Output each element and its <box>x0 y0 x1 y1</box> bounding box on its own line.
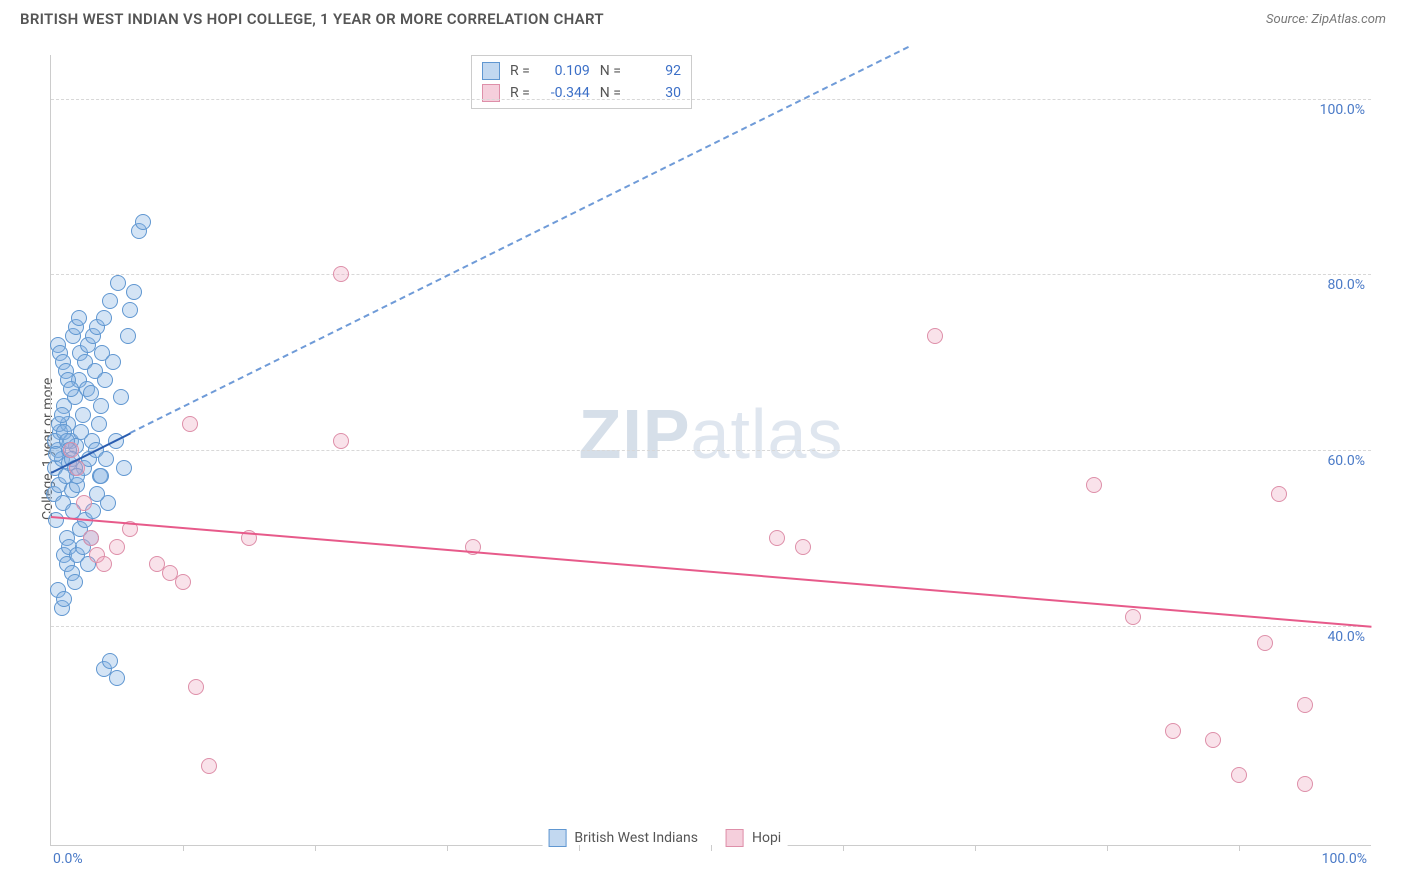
watermark: ZIPatlas <box>579 394 844 474</box>
data-point <box>795 539 811 555</box>
x-tick <box>975 845 976 851</box>
data-point <box>188 679 204 695</box>
data-point <box>105 354 121 370</box>
data-point <box>122 302 138 318</box>
data-point <box>126 284 142 300</box>
x-tick <box>1107 845 1108 851</box>
source-attribution: Source: ZipAtlas.com <box>1266 12 1386 27</box>
data-point <box>135 214 151 230</box>
data-point <box>76 495 92 511</box>
chart-title: BRITISH WEST INDIAN VS HOPI COLLEGE, 1 Y… <box>20 10 604 28</box>
data-point <box>333 433 349 449</box>
data-point <box>333 266 349 282</box>
data-point <box>91 416 107 432</box>
data-point <box>75 407 91 423</box>
gridline <box>51 99 1371 100</box>
data-point <box>54 407 70 423</box>
r-value-a: 0.109 <box>540 60 590 82</box>
data-point <box>97 372 113 388</box>
data-point <box>109 539 125 555</box>
data-point <box>120 328 136 344</box>
trend-line <box>51 516 1371 628</box>
legend-item-b: Hopi <box>726 829 781 847</box>
data-point <box>109 670 125 686</box>
data-point <box>1271 486 1287 502</box>
data-point <box>56 591 72 607</box>
swatch-a-icon <box>482 62 500 80</box>
data-point <box>182 416 198 432</box>
gridline <box>51 274 1371 275</box>
x-tick-label: 100.0% <box>1322 851 1367 867</box>
data-point <box>116 460 132 476</box>
data-point <box>48 512 64 528</box>
n-value-b: 30 <box>631 82 681 104</box>
data-point <box>1125 609 1141 625</box>
x-tick-label: 0.0% <box>53 851 83 867</box>
data-point <box>927 328 943 344</box>
data-point <box>1165 723 1181 739</box>
data-point <box>201 758 217 774</box>
x-tick <box>447 845 448 851</box>
stats-legend-box: R = 0.109 N = 92 R = -0.344 N = 30 <box>471 55 692 109</box>
data-point <box>96 310 112 326</box>
watermark-bold: ZIP <box>579 395 691 473</box>
data-point <box>83 530 99 546</box>
legend-swatch-b-icon <box>726 829 744 847</box>
y-tick-label: 60.0% <box>1327 453 1365 469</box>
y-tick-label: 40.0% <box>1327 629 1365 645</box>
stats-row-a: R = 0.109 N = 92 <box>482 60 681 82</box>
gridline <box>51 450 1371 451</box>
y-tick-label: 80.0% <box>1327 277 1365 293</box>
x-tick <box>1239 845 1240 851</box>
data-point <box>175 574 191 590</box>
data-point <box>1297 697 1313 713</box>
x-tick <box>843 845 844 851</box>
stats-row-b: R = -0.344 N = 30 <box>482 82 681 104</box>
data-point <box>98 451 114 467</box>
data-point <box>96 556 112 572</box>
data-point <box>769 530 785 546</box>
data-point <box>93 398 109 414</box>
x-tick <box>711 845 712 851</box>
data-point <box>63 381 79 397</box>
r-label-a: R = <box>510 60 530 82</box>
data-point <box>93 468 109 484</box>
data-point <box>1231 767 1247 783</box>
data-point <box>1297 776 1313 792</box>
data-point <box>113 389 129 405</box>
legend-label-a: British West Indians <box>574 830 698 846</box>
n-label-a: N = <box>600 60 621 82</box>
data-point <box>102 653 118 669</box>
gridline <box>51 626 1371 627</box>
n-value-a: 92 <box>631 60 681 82</box>
data-point <box>1086 477 1102 493</box>
data-point <box>102 293 118 309</box>
data-point <box>67 574 83 590</box>
chart-header: BRITISH WEST INDIAN VS HOPI COLLEGE, 1 Y… <box>0 0 1406 34</box>
n-label-b: N = <box>600 82 621 104</box>
data-point <box>1205 732 1221 748</box>
chart-area: ZIPatlas R = 0.109 N = 92 R = -0.344 N =… <box>50 55 1370 845</box>
data-point <box>63 442 79 458</box>
x-tick <box>183 845 184 851</box>
r-label-b: R = <box>510 82 530 104</box>
data-point <box>110 275 126 291</box>
y-tick-label: 100.0% <box>1320 102 1365 118</box>
r-value-b: -0.344 <box>540 82 590 104</box>
legend-swatch-a-icon <box>548 829 566 847</box>
legend-label-b: Hopi <box>752 830 781 846</box>
plot-area: ZIPatlas R = 0.109 N = 92 R = -0.344 N =… <box>50 55 1371 846</box>
x-tick <box>579 845 580 851</box>
x-tick <box>315 845 316 851</box>
data-point <box>71 310 87 326</box>
legend-item-a: British West Indians <box>548 829 698 847</box>
watermark-light: atlas <box>691 395 844 473</box>
data-point <box>1257 635 1273 651</box>
